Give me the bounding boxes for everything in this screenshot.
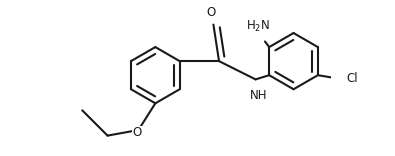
- Text: Cl: Cl: [346, 71, 357, 85]
- Text: O: O: [206, 6, 215, 19]
- Text: H$_2$N: H$_2$N: [246, 19, 270, 34]
- Text: O: O: [132, 126, 142, 139]
- Text: NH: NH: [250, 89, 267, 102]
